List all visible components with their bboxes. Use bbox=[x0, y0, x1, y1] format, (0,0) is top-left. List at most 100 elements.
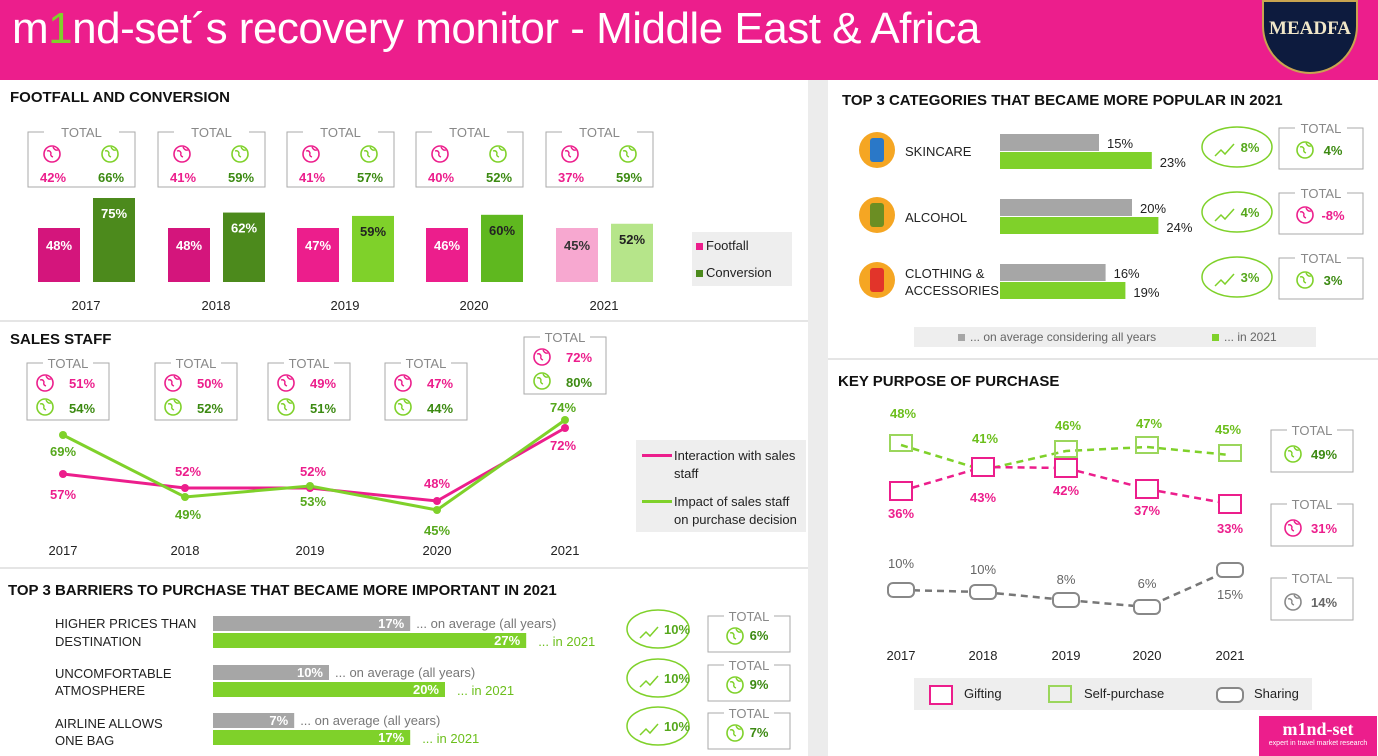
barrier-total-box-2 bbox=[707, 712, 791, 750]
impact-label-3: 45% bbox=[424, 523, 450, 538]
meadfa-logo: MEADFA bbox=[1262, 0, 1358, 74]
footfall-total-2020: 40% bbox=[428, 170, 454, 185]
purpose-total-sharing: 14% bbox=[1311, 595, 1337, 610]
sales-total-globe-green-1-land bbox=[167, 399, 180, 411]
section-divider bbox=[0, 320, 808, 322]
barrier-total-box-0-label: TOTAL bbox=[729, 609, 770, 624]
impact-point-4 bbox=[561, 416, 569, 424]
category-icon-0 bbox=[870, 138, 884, 162]
purpose-total-globe-sharing-ring bbox=[1284, 593, 1302, 611]
purpose-year-2021: 2021 bbox=[1216, 648, 1245, 663]
purpose-total-box-gifting-label: TOTAL bbox=[1292, 497, 1333, 512]
sharing-marker-2 bbox=[1052, 592, 1080, 608]
sharing-marker-1 bbox=[969, 584, 997, 600]
footfall-value-2017: 48% bbox=[46, 238, 72, 253]
sales-year-2021: 2021 bbox=[551, 543, 580, 558]
category-total-box-0-frame bbox=[1278, 127, 1364, 170]
barrier-total-box-0 bbox=[707, 615, 791, 653]
footfall-total-2018: 41% bbox=[170, 170, 196, 185]
barrier-avg-label-2: ... on average (all years) bbox=[300, 713, 440, 728]
barrier-avg-bar-0 bbox=[213, 616, 411, 631]
category-2021-value-0: 23% bbox=[1160, 155, 1186, 170]
impact-point-0 bbox=[59, 431, 67, 439]
self-purchase-label-1: 41% bbox=[972, 431, 998, 446]
sales-total-globe-green-1-ring bbox=[164, 398, 182, 416]
barrier-2021-value-2: 17% bbox=[378, 730, 404, 745]
category-change-oval-2 bbox=[1201, 256, 1273, 298]
footfall-total-box-2020 bbox=[415, 131, 524, 188]
legend-impact: Impact of sales staff on purchase decisi… bbox=[674, 494, 797, 527]
conversion-total-globe-2018-land bbox=[234, 146, 247, 158]
conversion-total-2020: 52% bbox=[486, 170, 512, 185]
barrier-total-box-2-label: TOTAL bbox=[729, 706, 770, 721]
sales-total-box-3 bbox=[384, 362, 468, 421]
barrier-total-2: 7% bbox=[750, 725, 769, 740]
purpose-total-globe-gifting-land bbox=[1287, 520, 1300, 532]
sales-total-box-3-label: TOTAL bbox=[406, 356, 447, 371]
sales-total-globe-pink-4-ring bbox=[533, 348, 551, 366]
sales-total-globe-pink-1 bbox=[164, 374, 182, 392]
footfall-total-box-2018-frame bbox=[157, 131, 266, 188]
gifting-marker-0 bbox=[889, 481, 913, 501]
interaction-point-4 bbox=[561, 424, 569, 432]
sales-total-box-0-label: TOTAL bbox=[48, 356, 89, 371]
purpose-total-globe-self-purchase-land bbox=[1287, 446, 1300, 458]
impact-label-0: 69% bbox=[50, 444, 76, 459]
barrier-2021-label-2: ... in 2021 bbox=[422, 731, 479, 746]
sales-total-globe-pink-1-ring bbox=[164, 374, 182, 392]
sales-total-globe-green-2 bbox=[277, 398, 295, 416]
sharing-marker-4 bbox=[1216, 562, 1244, 578]
purpose-total-globe-self-purchase-ring bbox=[1284, 445, 1302, 463]
interaction-point-0 bbox=[59, 470, 67, 478]
legend-line-impact bbox=[642, 500, 672, 503]
category-avg-value-0: 15% bbox=[1107, 136, 1133, 151]
categories-legend: ... on average considering all years ...… bbox=[914, 327, 1316, 347]
footfall-total-globe-2020 bbox=[431, 145, 449, 163]
panel-divider bbox=[808, 80, 828, 756]
category-2021-bar-1 bbox=[1000, 217, 1159, 234]
sales-total-globe-pink-2 bbox=[277, 374, 295, 392]
category-icon-1 bbox=[870, 203, 884, 227]
category-label-clothing-b: ACCESSORIES bbox=[905, 283, 999, 298]
category-total-globe-2-ring bbox=[1296, 271, 1314, 289]
category-avg-value-1: 20% bbox=[1140, 201, 1166, 216]
conversion-bar-2017 bbox=[93, 198, 135, 282]
purpose-year-2018: 2018 bbox=[969, 648, 998, 663]
conversion-value-2019: 59% bbox=[360, 224, 386, 239]
sales-total-impact-1: 52% bbox=[197, 401, 223, 416]
barrier-total-globe-2-ring bbox=[726, 724, 744, 742]
footfall-total-box-2018-label: TOTAL bbox=[191, 125, 232, 140]
purpose-total-self-purchase: 49% bbox=[1311, 447, 1337, 462]
category-2021-value-1: 24% bbox=[1166, 220, 1192, 235]
legend-gifting: Gifting bbox=[964, 686, 1002, 701]
interaction-label-3: 48% bbox=[424, 476, 450, 491]
sales-year-2019: 2019 bbox=[296, 543, 325, 558]
conversion-total-2021: 59% bbox=[616, 170, 642, 185]
interaction-point-2 bbox=[306, 484, 314, 492]
footfall-total-globe-2018 bbox=[173, 145, 191, 163]
conversion-total-globe-2021 bbox=[619, 145, 637, 163]
self-purchase-label-4: 45% bbox=[1215, 422, 1241, 437]
barrier-trend-icon-0 bbox=[639, 626, 659, 639]
interaction-label-1: 52% bbox=[175, 464, 201, 479]
footfall-total-globe-2018-ring bbox=[173, 145, 191, 163]
purpose-year-2017: 2017 bbox=[887, 648, 916, 663]
category-trend-icon-2 bbox=[1214, 273, 1235, 287]
footfall-bar-2021 bbox=[556, 228, 598, 282]
conversion-total-globe-2020-ring bbox=[489, 145, 507, 163]
sales-total-globe-pink-3-land bbox=[397, 375, 410, 387]
sales-total-interaction-0: 51% bbox=[69, 376, 95, 391]
sales-total-globe-green-4 bbox=[533, 372, 551, 390]
barrier-avg-bar-1 bbox=[213, 665, 329, 680]
category-total-1: -8% bbox=[1321, 208, 1345, 223]
conversion-total-2017: 66% bbox=[98, 170, 124, 185]
footfall-total-box-2020-label: TOTAL bbox=[449, 125, 490, 140]
barrier-change-oval-0 bbox=[626, 609, 690, 649]
category-total-box-0 bbox=[1278, 127, 1364, 170]
purpose-year-2019: 2019 bbox=[1052, 648, 1081, 663]
legend-self-purchase: Self-purchase bbox=[1084, 686, 1165, 701]
footfall-value-2021: 45% bbox=[564, 238, 590, 253]
barrier-total-globe-2 bbox=[726, 724, 744, 742]
category-2021-bar-2 bbox=[1000, 282, 1126, 299]
